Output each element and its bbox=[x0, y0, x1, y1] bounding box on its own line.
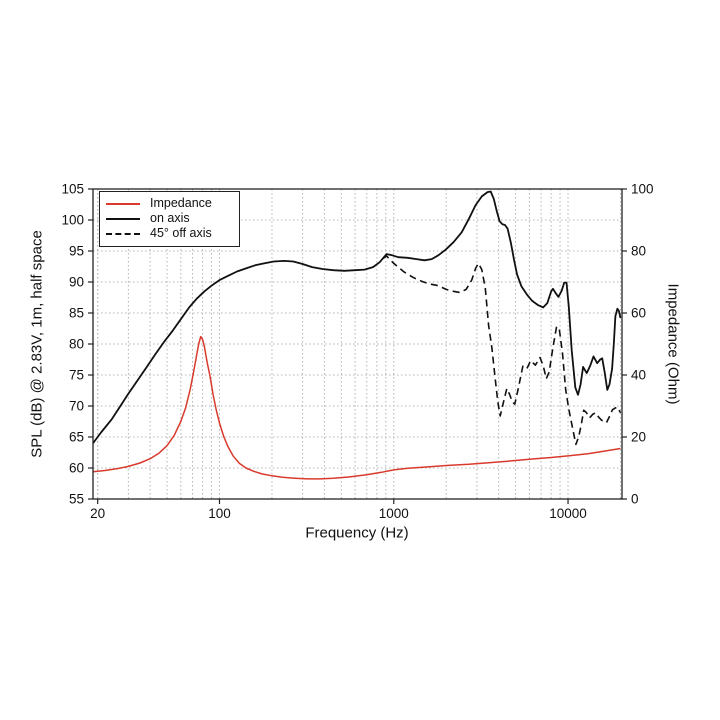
y-axis-title-right: Impedance (Ohm) bbox=[664, 283, 682, 405]
y-left-tick-label: 65 bbox=[68, 429, 84, 445]
y-left-tick-label: 75 bbox=[68, 367, 84, 383]
y-right-tick-label: 80 bbox=[631, 243, 647, 259]
x-tick-label: 100 bbox=[208, 506, 231, 521]
x-axis-title: Frequency (Hz) bbox=[305, 524, 409, 542]
series-45-off-axis bbox=[382, 255, 622, 446]
x-tick-label: 20 bbox=[90, 506, 106, 521]
y-left-tick-label: 70 bbox=[68, 398, 84, 414]
y-left-tick-label: 60 bbox=[68, 460, 84, 476]
y-right-tick-label: 0 bbox=[631, 491, 639, 507]
impedance-line-sample bbox=[106, 202, 140, 205]
legend-item-impedance: Impedance bbox=[106, 196, 231, 211]
off-axis-line-sample bbox=[106, 232, 140, 235]
legend-label: 45° off axis bbox=[150, 226, 212, 240]
legend-label: Impedance bbox=[150, 196, 212, 210]
y-axis-title-left: SPL (dB) @ 2.83V, 1m, half space bbox=[28, 230, 46, 458]
legend: Impedance on axis 45° off axis bbox=[99, 191, 240, 247]
tick-marks bbox=[88, 188, 627, 504]
y-right-tick-label: 60 bbox=[631, 305, 647, 321]
x-tick-label: 10000 bbox=[549, 506, 587, 521]
y-right-tick-label: 100 bbox=[631, 181, 654, 197]
series-on-axis bbox=[93, 190, 622, 444]
y-left-tick-label: 85 bbox=[68, 305, 84, 321]
on-axis-line-sample bbox=[106, 217, 140, 220]
y-left-tick-label: 80 bbox=[68, 336, 84, 352]
y-right-tick-label: 20 bbox=[631, 429, 647, 445]
legend-item-45-off-axis: 45° off axis bbox=[106, 226, 231, 241]
series-impedance bbox=[93, 335, 621, 480]
legend-label: on axis bbox=[150, 211, 190, 225]
x-tick-label: 1000 bbox=[378, 506, 409, 521]
y-left-tick-label: 95 bbox=[68, 243, 84, 259]
y-left-tick-label: 100 bbox=[61, 212, 84, 228]
curves bbox=[93, 190, 622, 480]
y-left-tick-label: 55 bbox=[68, 491, 84, 507]
gridlines bbox=[93, 189, 622, 499]
y-left-tick-label: 90 bbox=[68, 274, 84, 290]
legend-item-on-axis: on axis bbox=[106, 211, 231, 226]
y-right-tick-label: 40 bbox=[631, 367, 647, 383]
y-left-tick-label: 105 bbox=[61, 181, 84, 197]
